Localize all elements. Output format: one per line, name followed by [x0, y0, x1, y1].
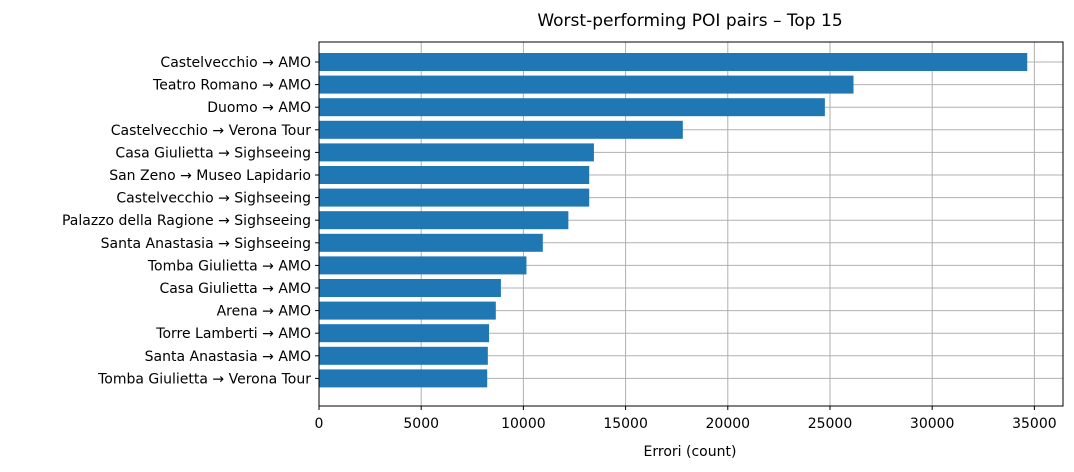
bar: [319, 166, 590, 184]
x-axis-label: Errori (count): [644, 444, 737, 460]
bar: [319, 75, 854, 94]
y-tick-label: Castelvecchio → Sighseeing: [116, 191, 311, 207]
bar: [319, 279, 501, 297]
y-tick-label: Santa Anastasia → AMO: [145, 349, 311, 365]
bar: [319, 369, 488, 388]
y-tick-label: Palazzo della Ragione → Sighseeing: [62, 213, 311, 229]
x-tick-label: 30000: [910, 416, 955, 432]
bar: [319, 211, 569, 230]
chart-title: Worst-performing POI pairs – Top 15: [537, 11, 842, 31]
bar: [319, 98, 825, 117]
bar: [319, 324, 490, 343]
x-tick-label: 20000: [706, 416, 751, 432]
bar: [319, 53, 1028, 71]
bar: [319, 120, 683, 139]
plot-area: Castelvecchio → AMO Teatro Romano → AMO Du…: [62, 41, 1064, 432]
y-tick-label: Santa Anastasia → Sighseeing: [101, 236, 311, 252]
x-tick-label: 5000: [403, 416, 439, 432]
y-tick-label: Duomo → AMO: [207, 100, 311, 116]
bar: [319, 346, 488, 365]
y-tick-label: Casa Giulietta → Sighseeing: [115, 145, 311, 161]
y-tick-label: San Zeno → Museo Lapidario: [109, 168, 311, 184]
bar: [319, 301, 496, 320]
x-tick-label: 15000: [603, 416, 648, 432]
plot-frame: [318, 41, 1064, 407]
y-tick-label: Arena → AMO: [217, 304, 311, 320]
y-tick-label: Tomba Giulietta → Verona Tour: [97, 371, 311, 387]
bar: [319, 143, 594, 162]
y-tick-label: Torre Lamberti → AMO: [155, 326, 311, 342]
x-tick-label: 25000: [808, 416, 853, 432]
bar: [319, 256, 527, 275]
y-tick-label: Teatro Romano → AMO: [152, 78, 311, 94]
bar: [319, 188, 590, 207]
x-tick-label: 10000: [501, 416, 546, 432]
y-tick-label: Tomba Giulietta → AMO: [147, 258, 311, 274]
y-tick-label: Castelvecchio → AMO: [160, 55, 311, 71]
x-tick-label: 0: [315, 416, 324, 432]
y-tick-label: Castelvecchio → Verona Tour: [111, 123, 312, 139]
x-tick-label: 35000: [1012, 416, 1057, 432]
y-tick-label: Casa Giulietta → AMO: [159, 281, 311, 297]
bar: [319, 233, 543, 252]
